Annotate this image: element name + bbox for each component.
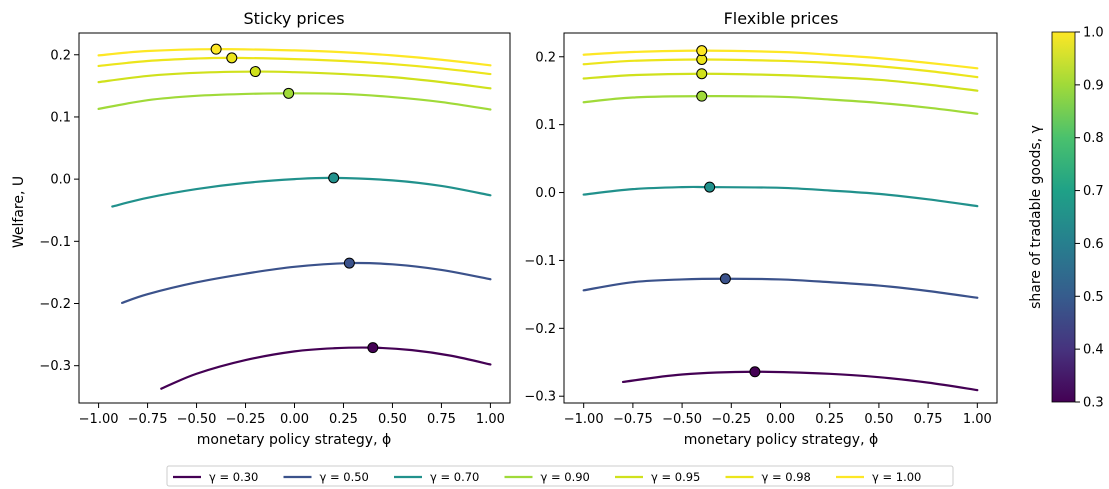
series-line-gamma-0-90 <box>582 95 979 115</box>
optimum-marker-gamma-0-30 <box>367 342 379 354</box>
legend-frame <box>166 465 954 487</box>
legend: γ = 0.30 γ = 0.50 γ = 0.70 γ = 0.90 γ = 0.95… <box>166 465 954 487</box>
x-tick-label: −1.00 <box>79 412 119 427</box>
x-tick-label: 0.25 <box>329 412 358 427</box>
axes-frame <box>563 32 998 404</box>
y-tick-label: −0.1 <box>39 235 71 250</box>
chart-flexible-prices: Flexible prices monetary policy strategy… <box>524 9 998 448</box>
colorbar-tick-label: 0.9 <box>1083 78 1104 93</box>
chart-sticky-prices: Sticky prices monetary policy strategy, … <box>11 9 511 448</box>
axes-frame <box>78 32 511 404</box>
optimum-marker-gamma-0-50 <box>343 257 355 269</box>
y-tick-label: 0.2 <box>535 50 556 65</box>
x-tick-label: 0.75 <box>427 412 456 427</box>
optimum-marker-gamma-0-95 <box>249 66 261 78</box>
x-tick-label: −0.75 <box>613 412 653 427</box>
x-tick-label: −0.75 <box>128 412 168 427</box>
legend-label: γ = 0.98 <box>762 470 811 484</box>
optimum-marker-gamma-0-70 <box>328 172 340 184</box>
x-tick-label: 0.00 <box>280 412 309 427</box>
series-line-gamma-1-00 <box>97 48 492 67</box>
optimum-marker-gamma-0-90 <box>283 87 295 99</box>
series-line-gamma-1-00 <box>582 49 979 70</box>
y-tick-label: 0.0 <box>50 173 71 188</box>
x-tick-label: 1.00 <box>476 412 505 427</box>
optimum-marker-gamma-0-30 <box>749 366 761 378</box>
y-tick-label: 0.1 <box>50 110 71 125</box>
series-line-gamma-0-98 <box>97 56 492 76</box>
plot-area <box>97 43 492 390</box>
colorbar-ticks: 0.3 0.4 0.5 0.6 0.7 0.8 0.9 1.0 <box>1075 26 1104 411</box>
chart-title: Flexible prices <box>724 9 839 28</box>
series-line-gamma-0-70 <box>582 185 979 208</box>
legend-label: γ = 0.70 <box>430 470 479 484</box>
optimum-marker-gamma-0-50 <box>719 273 731 285</box>
legend-items: γ = 0.30 γ = 0.50 γ = 0.70 γ = 0.90 γ = 0.95… <box>173 470 921 484</box>
x-tick-label: −0.25 <box>226 412 266 427</box>
y-tick-label: −0.2 <box>39 297 71 312</box>
colorbar-tick-label: 0.7 <box>1083 184 1104 199</box>
x-axis-label: monetary policy strategy, ϕ <box>684 432 878 448</box>
x-tick-label: −0.25 <box>711 412 751 427</box>
colorbar-gradient <box>1051 31 1076 403</box>
y-tick-label: −0.1 <box>524 254 556 269</box>
series-line-gamma-0-50 <box>582 277 979 299</box>
series-line-gamma-0-30 <box>621 370 979 392</box>
y-tick-label: 0.0 <box>535 186 556 201</box>
legend-label: γ = 0.30 <box>209 470 258 484</box>
colorbar-tick-label: 0.4 <box>1083 343 1104 358</box>
legend-label: γ = 0.90 <box>541 470 590 484</box>
optimum-marker-gamma-0-95 <box>696 68 708 80</box>
y-tick-label: 0.1 <box>535 118 556 133</box>
y-tick-label: −0.3 <box>39 359 71 374</box>
x-tick-label: −0.50 <box>177 412 217 427</box>
series-line-gamma-0-90 <box>97 92 492 111</box>
y-tick-label: −0.2 <box>524 322 556 337</box>
x-tick-label: 0.50 <box>864 412 893 427</box>
legend-label: γ = 0.95 <box>651 470 700 484</box>
x-tick-label: 0.00 <box>766 412 795 427</box>
legend-label: γ = 0.50 <box>320 470 369 484</box>
x-tick-label: 1.00 <box>963 412 992 427</box>
series-line-gamma-0-70 <box>111 176 492 208</box>
chart-title: Sticky prices <box>243 9 344 28</box>
colorbar-tick-label: 0.5 <box>1083 290 1104 305</box>
optimum-marker-gamma-0-90 <box>696 90 708 102</box>
optimum-marker-gamma-0-98 <box>226 52 238 64</box>
colorbar-tick-label: 0.6 <box>1083 237 1104 252</box>
y-tick-label: 0.2 <box>50 48 71 63</box>
x-tick-label: −0.50 <box>662 412 702 427</box>
series-line-gamma-0-95 <box>97 70 492 90</box>
colorbar: 0.3 0.4 0.5 0.6 0.7 0.8 0.9 1.0 share of tradab… <box>1028 26 1104 411</box>
series-line-gamma-0-30 <box>160 346 492 390</box>
x-tick-label: 0.25 <box>815 412 844 427</box>
y-tick-label: −0.3 <box>524 390 556 405</box>
colorbar-tick-label: 1.0 <box>1083 26 1104 41</box>
x-tick-label: −1.00 <box>564 412 604 427</box>
optimum-marker-gamma-1-00 <box>210 43 222 55</box>
series-line-gamma-0-95 <box>582 72 979 92</box>
series-line-gamma-0-98 <box>582 58 979 79</box>
optimum-marker-gamma-1-00 <box>696 45 708 57</box>
colorbar-tick-label: 0.3 <box>1083 396 1104 411</box>
colorbar-tick-label: 0.8 <box>1083 131 1104 146</box>
legend-label: γ = 1.00 <box>872 470 921 484</box>
x-axis-label: monetary policy strategy, ϕ <box>197 432 391 448</box>
colorbar-label: share of tradable goods, γ <box>1028 125 1044 309</box>
x-tick-label: 0.75 <box>914 412 943 427</box>
series-line-gamma-0-50 <box>121 261 492 304</box>
plot-area <box>582 45 979 392</box>
x-tick-label: 0.50 <box>378 412 407 427</box>
optimum-marker-gamma-0-70 <box>704 181 716 193</box>
y-axis-label: Welfare, U <box>11 176 27 248</box>
